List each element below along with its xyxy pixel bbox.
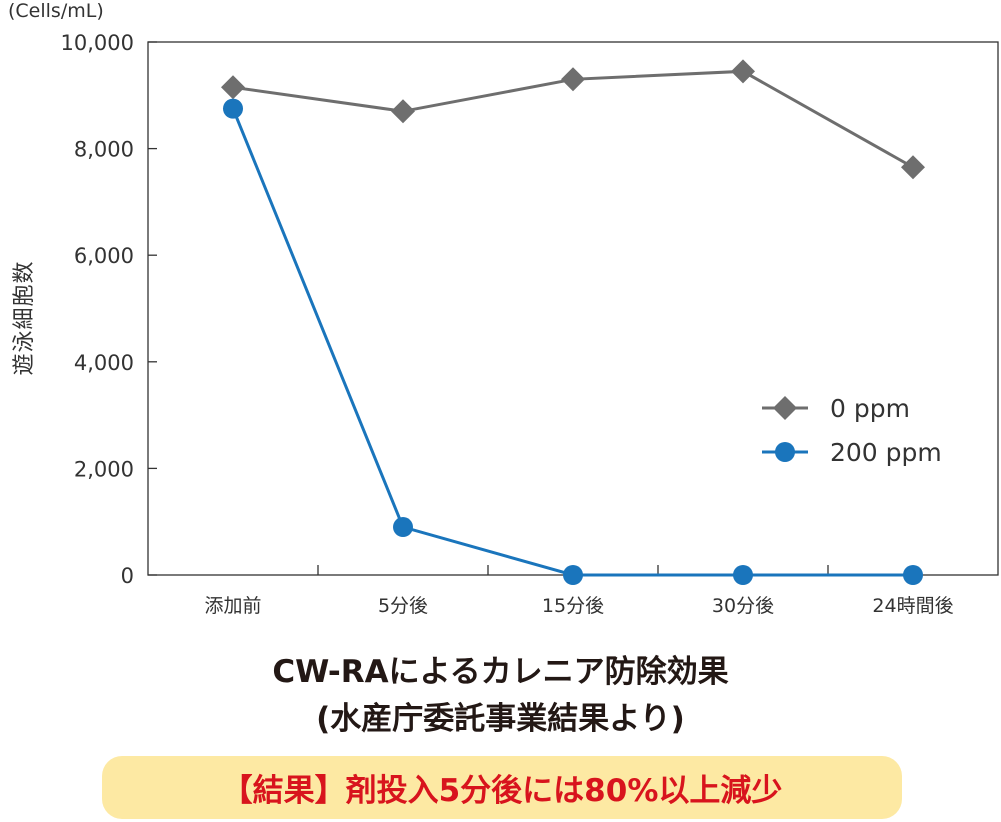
line-chart: 0 2,000 4,000 6,000 8,000 10,000 添加前 5分後 15分後 30分… — [61, 31, 999, 617]
result-banner: 【結果】剤投入5分後には80%以上減少 — [102, 756, 902, 819]
data-point-1 — [733, 565, 753, 585]
y-unit-label: (Cells/mL) — [8, 0, 104, 22]
chart-caption-source: (水産庁委託事業結果より) — [316, 701, 685, 737]
x-tick-label: 24時間後 — [872, 595, 953, 617]
data-point-1 — [903, 565, 923, 585]
plot-frame — [147, 41, 999, 576]
data-point-0 — [901, 155, 925, 180]
y-tick-label: 2,000 — [74, 457, 134, 481]
data-point-0 — [561, 67, 585, 92]
data-point-1 — [223, 98, 243, 119]
x-tick-label: 15分後 — [542, 595, 604, 617]
y-tick-label: 0 — [121, 564, 134, 588]
data-point-1 — [393, 517, 413, 538]
x-tick-label: 30分後 — [712, 595, 774, 617]
y-tick-label: 8,000 — [74, 138, 134, 162]
result-banner-text: 【結果】剤投入5分後には80%以上減少 — [221, 773, 783, 809]
y-tick-label: 4,000 — [74, 351, 134, 375]
y-tick-label: 10,000 — [61, 31, 134, 55]
data-point-1 — [563, 565, 583, 585]
chart-caption-title: CW-RAによるカレニア防除効果 — [272, 654, 729, 690]
x-tick-label: 添加前 — [204, 595, 261, 617]
data-point-0 — [221, 75, 245, 100]
y-tick-label: 6,000 — [74, 244, 134, 268]
series-line-1 — [231, 108, 913, 577]
legend-marker-1 — [775, 442, 795, 462]
legend-label-1: 200 ppm — [830, 438, 942, 467]
x-tick-label: 5分後 — [378, 595, 428, 617]
legend-marker-0 — [773, 396, 797, 420]
data-point-0 — [391, 99, 415, 124]
legend-label-0: 0 ppm — [830, 394, 910, 423]
data-point-0 — [731, 59, 755, 84]
